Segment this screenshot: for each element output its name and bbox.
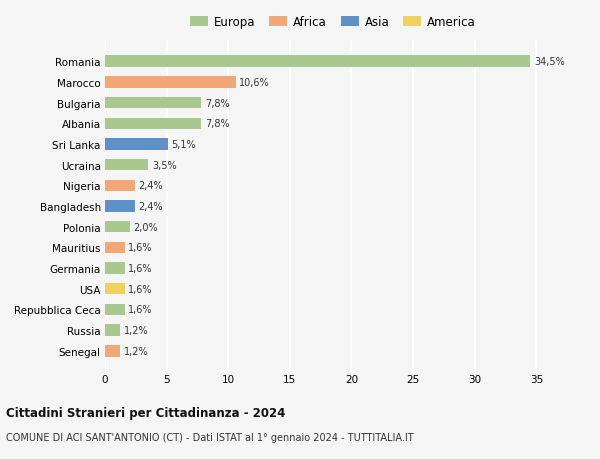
Text: 1,2%: 1,2% [124, 346, 148, 356]
Bar [105, 98, 201, 109]
Bar [105, 139, 168, 150]
Text: 1,6%: 1,6% [128, 243, 153, 253]
Text: 2,4%: 2,4% [138, 181, 163, 191]
Bar [105, 56, 530, 67]
Text: 3,5%: 3,5% [152, 160, 176, 170]
Text: 1,2%: 1,2% [124, 325, 148, 336]
Bar [105, 346, 120, 357]
Bar [105, 284, 125, 295]
Bar [105, 160, 148, 171]
Legend: Europa, Africa, Asia, America: Europa, Africa, Asia, America [190, 16, 476, 29]
Bar [105, 222, 130, 233]
Text: 7,8%: 7,8% [205, 98, 229, 108]
Text: COMUNE DI ACI SANT'ANTONIO (CT) - Dati ISTAT al 1° gennaio 2024 - TUTTITALIA.IT: COMUNE DI ACI SANT'ANTONIO (CT) - Dati I… [6, 432, 413, 442]
Bar [105, 201, 134, 212]
Text: 34,5%: 34,5% [534, 57, 565, 67]
Bar [105, 325, 120, 336]
Text: 1,6%: 1,6% [128, 284, 153, 294]
Bar [105, 304, 125, 315]
Bar [105, 242, 125, 253]
Text: 1,6%: 1,6% [128, 305, 153, 315]
Bar [105, 77, 236, 88]
Bar [105, 180, 134, 191]
Text: 5,1%: 5,1% [172, 140, 196, 150]
Text: 1,6%: 1,6% [128, 263, 153, 274]
Text: Cittadini Stranieri per Cittadinanza - 2024: Cittadini Stranieri per Cittadinanza - 2… [6, 406, 286, 419]
Text: 2,4%: 2,4% [138, 202, 163, 212]
Bar [105, 263, 125, 274]
Bar [105, 118, 201, 129]
Text: 7,8%: 7,8% [205, 119, 229, 129]
Text: 2,0%: 2,0% [133, 222, 158, 232]
Text: 10,6%: 10,6% [239, 78, 270, 88]
